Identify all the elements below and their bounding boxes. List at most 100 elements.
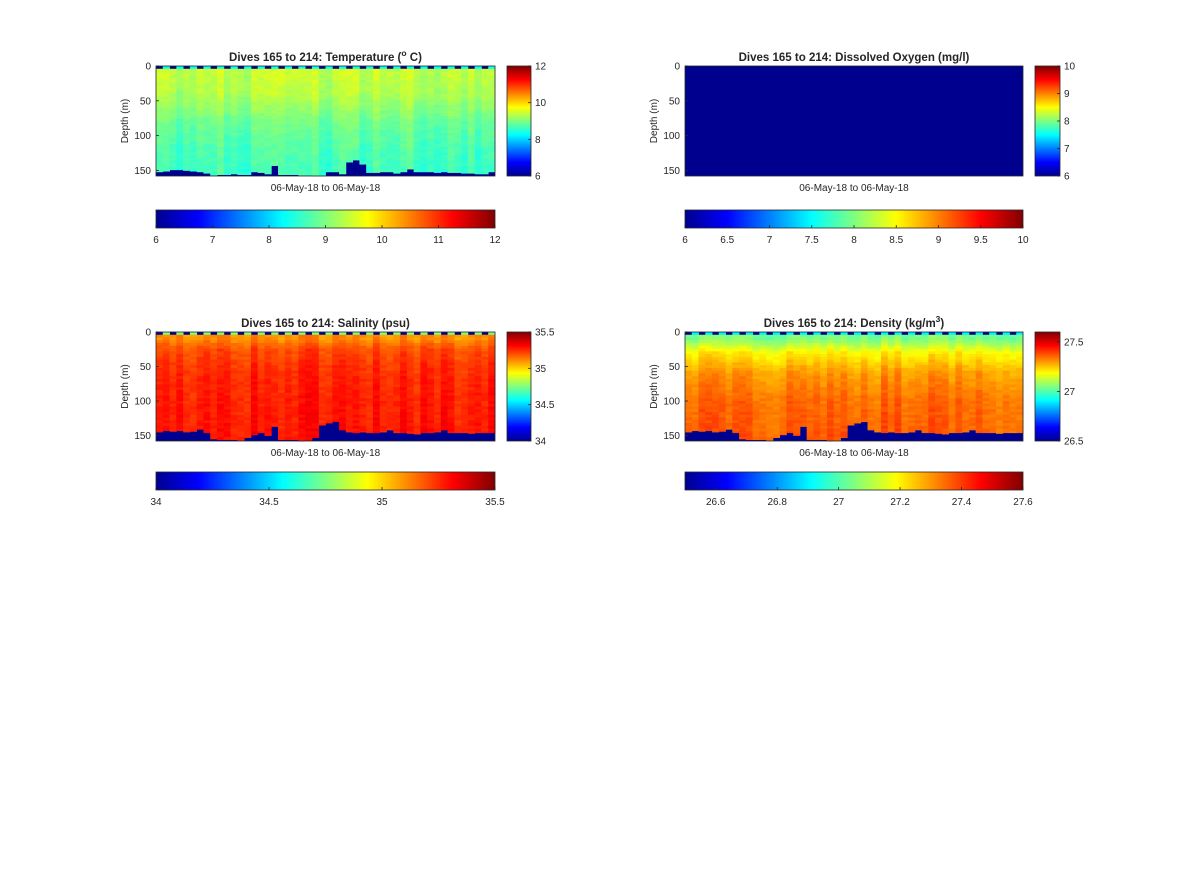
heatmap-cell xyxy=(894,337,902,341)
heatmap-cell xyxy=(440,74,448,78)
heatmap-cell xyxy=(433,406,442,410)
heatmap-cell xyxy=(860,395,868,399)
heatmap-cell xyxy=(162,345,170,349)
heatmap-cell xyxy=(244,343,252,347)
heatmap-cell xyxy=(691,348,699,352)
heatmap-cell xyxy=(291,79,299,84)
heatmap-cell xyxy=(189,356,198,360)
heatmap-cell xyxy=(156,340,164,344)
heatmap-cell xyxy=(806,392,814,396)
heatmap-cell xyxy=(461,354,469,358)
heatmap-cell xyxy=(298,398,306,402)
heatmap-cell xyxy=(250,79,259,84)
heatmap-cell xyxy=(203,389,211,394)
heatmap-cell xyxy=(386,68,394,72)
heatmap-cell xyxy=(339,118,347,123)
heatmap-cell xyxy=(203,82,211,86)
heatmap-cell xyxy=(427,428,435,432)
heatmap-cell xyxy=(352,124,360,128)
heatmap-cell xyxy=(400,113,408,117)
heatmap-cell xyxy=(318,373,326,377)
heatmap-cell xyxy=(488,155,496,159)
heatmap-cell xyxy=(318,365,326,369)
heatmap-cell xyxy=(467,370,476,374)
heatmap-cell xyxy=(400,152,408,156)
heatmap-cell xyxy=(433,414,442,418)
heatmap-cell xyxy=(345,395,354,399)
heatmap-cell xyxy=(379,113,387,117)
heatmap-cell xyxy=(894,343,902,347)
heatmap-cell xyxy=(176,367,184,372)
heatmap-cell xyxy=(244,337,252,341)
heatmap-cell xyxy=(176,166,184,170)
heatmap-cell xyxy=(732,359,740,363)
heatmap-cell xyxy=(284,387,292,391)
heatmap-cell xyxy=(881,398,889,402)
heatmap-cell xyxy=(698,395,706,399)
heatmap-cell xyxy=(278,414,286,418)
heatmap-cell xyxy=(217,412,225,416)
heatmap-cell xyxy=(481,392,489,396)
heatmap-cell xyxy=(278,381,286,385)
heatmap-cell xyxy=(698,409,706,413)
heatmap-cell xyxy=(488,149,496,153)
heatmap-cell xyxy=(474,91,482,95)
heatmap-cell xyxy=(779,376,787,380)
heatmap-cell xyxy=(820,434,828,438)
heatmap-cell xyxy=(278,157,286,162)
heatmap-cell xyxy=(685,343,693,347)
heatmap-cell xyxy=(244,68,252,72)
heatmap-cell xyxy=(244,431,252,435)
heatmap-cell xyxy=(318,166,326,170)
heatmap-cell xyxy=(440,359,448,363)
heatmap-cell xyxy=(332,367,340,372)
heatmap-cell xyxy=(454,113,462,117)
bottom-colorbar-tick-label: 35 xyxy=(376,497,388,508)
heatmap-cell xyxy=(339,132,347,137)
heatmap-cell xyxy=(271,387,279,391)
heatmap-cell xyxy=(156,93,164,98)
heatmap-cell xyxy=(264,104,272,109)
heatmap-cell xyxy=(359,74,367,78)
heatmap-cell xyxy=(820,370,828,374)
heatmap-cell xyxy=(759,392,767,396)
heatmap-cell xyxy=(359,376,367,380)
heatmap-cell xyxy=(305,143,313,148)
heatmap-cell xyxy=(772,359,781,363)
heatmap-cell xyxy=(793,434,801,436)
heatmap-cell xyxy=(325,332,333,336)
heatmap-cell xyxy=(454,71,462,75)
heatmap-cell xyxy=(833,373,841,377)
heatmap-cell xyxy=(203,79,211,84)
heatmap-cell xyxy=(176,132,184,137)
heatmap-cell xyxy=(725,406,733,410)
heatmap-cell xyxy=(806,398,814,402)
heatmap-cell xyxy=(447,171,455,173)
heatmap-cell xyxy=(406,406,415,410)
heatmap-cell xyxy=(413,121,421,125)
heatmap-cell xyxy=(345,403,354,407)
heatmap-cell xyxy=(210,171,218,175)
heatmap-cell xyxy=(230,99,238,103)
heatmap-cell xyxy=(779,340,787,344)
heatmap-cell xyxy=(291,373,299,377)
heatmap-cell xyxy=(433,423,442,427)
heatmap-cell xyxy=(189,138,198,142)
heatmap-cell xyxy=(176,160,184,164)
heatmap-cell xyxy=(244,387,252,391)
heatmap-cell xyxy=(223,337,231,341)
heatmap-cell xyxy=(162,68,170,72)
heatmap-cell xyxy=(250,127,259,131)
heatmap-cell xyxy=(223,132,231,137)
heatmap-cell xyxy=(467,85,476,89)
heatmap-cell xyxy=(196,85,204,89)
heatmap-cell xyxy=(250,359,259,363)
heatmap-cell xyxy=(393,332,401,336)
heatmap-cell xyxy=(203,395,211,399)
heatmap-cell xyxy=(745,425,753,429)
heatmap-cell xyxy=(278,345,286,349)
heatmap-cell xyxy=(291,403,299,407)
heatmap-cell xyxy=(217,348,225,352)
heatmap-cell xyxy=(345,359,354,363)
heatmap-cell xyxy=(291,398,299,402)
